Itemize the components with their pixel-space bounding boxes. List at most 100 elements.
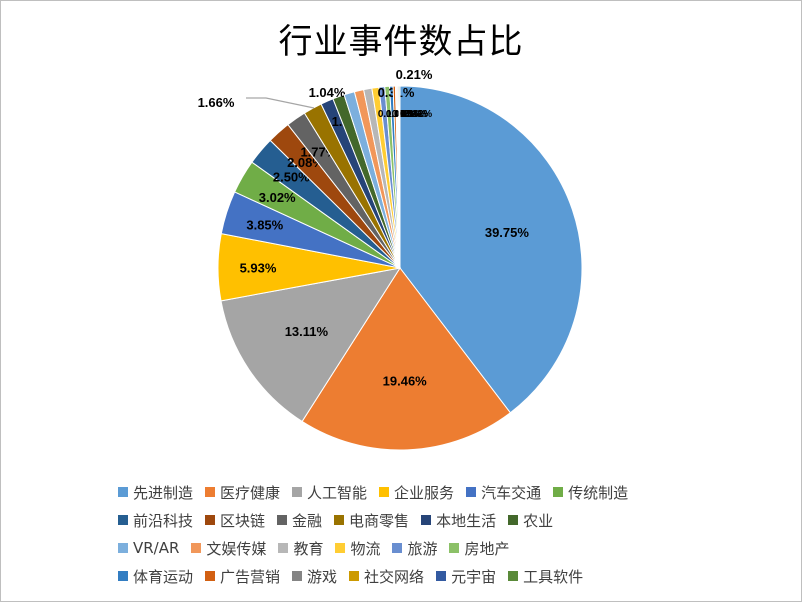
- legend-item: 农业: [508, 510, 553, 531]
- legend-swatch: [334, 515, 345, 525]
- legend-swatch: [118, 515, 128, 525]
- legend-swatch: [421, 515, 432, 525]
- slice-label: 1.66%: [198, 95, 235, 110]
- slice-label: 0.52%: [398, 109, 426, 120]
- legend-swatch: [277, 515, 288, 525]
- legend-label: 传统制造: [568, 483, 629, 502]
- legend-swatch: [118, 571, 128, 581]
- legend-label: 先进制造: [133, 483, 194, 502]
- legend-item: 企业服务: [379, 482, 454, 503]
- legend-label: 汽车交通: [481, 483, 542, 502]
- legend-swatch: [379, 487, 390, 497]
- legend-item: 本地生活: [421, 510, 496, 531]
- slice-label: 39.75%: [485, 225, 530, 240]
- legend-item: 文娱传媒: [191, 538, 266, 559]
- legend-label: 电商零售: [349, 511, 410, 530]
- legend-item: 游戏: [292, 566, 337, 587]
- legend-label: 企业服务: [394, 483, 455, 502]
- legend-label: 文娱传媒: [206, 539, 267, 558]
- slice-label: 0.21%: [396, 67, 433, 82]
- slice-label: 3.85%: [246, 218, 283, 233]
- legend-swatch: [292, 487, 303, 497]
- legend-label: 社交网络: [364, 567, 425, 586]
- legend-item: 人工智能: [292, 482, 367, 503]
- legend-swatch: [392, 543, 403, 553]
- legend-item: 区块链: [205, 510, 265, 531]
- chart-legend: 先进制造 医疗健康 人工智能 企业服务 汽车交通 传统制造前沿科技 区块链 金融 电商零售 本地生…: [118, 478, 758, 590]
- legend-swatch: [335, 543, 346, 553]
- leader-line: [246, 97, 315, 109]
- legend-swatch: [205, 487, 216, 497]
- slice-label: 0.42%: [404, 109, 432, 120]
- legend-label: 元宇宙: [451, 567, 497, 586]
- legend-swatch: [553, 487, 564, 497]
- legend-item: 电商零售: [334, 510, 409, 531]
- slice-label: 3.02%: [259, 190, 296, 205]
- legend-swatch: [349, 571, 360, 581]
- legend-row: 体育运动 广告营销 游戏 社交网络 元宇宙 工具软件: [118, 562, 758, 590]
- slice-label: 2.50%: [273, 170, 310, 185]
- legend-item: 汽车交通: [466, 482, 541, 503]
- legend-item: 传统制造: [553, 482, 628, 503]
- slice-label: 0.10%: [394, 109, 422, 120]
- legend-item: 社交网络: [349, 566, 424, 587]
- legend-item: 元宇宙: [436, 566, 496, 587]
- legend-swatch: [466, 487, 477, 497]
- legend-swatch: [205, 515, 216, 525]
- legend-item: 金融: [277, 510, 322, 531]
- legend-item: 房地产: [449, 538, 510, 559]
- legend-label: 农业: [523, 511, 554, 530]
- legend-item: 前沿科技: [118, 510, 193, 531]
- legend-label: VR/AR: [133, 539, 180, 557]
- slice-label: 1.04%: [309, 85, 346, 100]
- pie-slice: [398, 85, 401, 269]
- legend-item: 医疗健康: [205, 482, 280, 503]
- legend-item: VR/AR: [118, 539, 179, 557]
- pie-slice: [399, 85, 583, 414]
- legend-item: 体育运动: [118, 566, 193, 587]
- legend-label: 金融: [292, 511, 323, 530]
- slice-label: 0.10%: [378, 109, 406, 120]
- legend-swatch: [292, 571, 303, 581]
- legend-swatch: [191, 543, 202, 553]
- legend-swatch: [508, 571, 519, 581]
- chart-title: 行业事件数占比: [278, 22, 524, 62]
- legend-label: 工具软件: [523, 567, 584, 586]
- legend-row: VR/AR 文娱传媒 教育 物流 旅游 房地产: [118, 534, 758, 562]
- slice-label: 0.10%: [400, 109, 428, 120]
- slice-label: 5.93%: [240, 260, 277, 275]
- legend-label: 体育运动: [133, 567, 194, 586]
- legend-label: 游戏: [307, 567, 338, 586]
- legend-item: 广告营销: [205, 566, 280, 587]
- legend-label: 医疗健康: [220, 483, 281, 502]
- slice-label: 13.11%: [285, 324, 329, 339]
- legend-label: 房地产: [464, 539, 510, 558]
- legend-label: 广告营销: [220, 567, 281, 586]
- legend-label: 前沿科技: [133, 511, 194, 530]
- pie-slice: [220, 267, 402, 423]
- legend-swatch: [449, 543, 460, 553]
- legend-swatch: [436, 571, 447, 581]
- legend-label: 教育: [293, 539, 324, 558]
- legend-label: 区块链: [220, 511, 266, 530]
- legend-item: 物流: [335, 538, 380, 559]
- legend-row: 前沿科技 区块链 金融 电商零售 本地生活 农业: [118, 506, 758, 534]
- pie-slice: [301, 267, 512, 451]
- legend-label: 人工智能: [307, 483, 368, 502]
- legend-swatch: [118, 543, 128, 553]
- legend-swatch: [205, 571, 216, 581]
- legend-item: 先进制造: [118, 482, 193, 503]
- legend-label: 旅游: [407, 539, 438, 558]
- slice-label: 0.62%: [390, 109, 418, 120]
- legend-row: 先进制造 医疗健康 人工智能 企业服务 汽车交通 传统制造: [118, 478, 758, 506]
- legend-swatch: [118, 487, 128, 497]
- legend-item: 工具软件: [508, 566, 583, 587]
- slice-label: 19.46%: [383, 374, 428, 389]
- legend-swatch: [278, 543, 289, 553]
- legend-label: 物流: [350, 539, 381, 558]
- legend-swatch: [508, 515, 519, 525]
- legend-item: 旅游: [392, 538, 437, 559]
- legend-label: 本地生活: [436, 511, 497, 530]
- legend-item: 教育: [278, 538, 323, 559]
